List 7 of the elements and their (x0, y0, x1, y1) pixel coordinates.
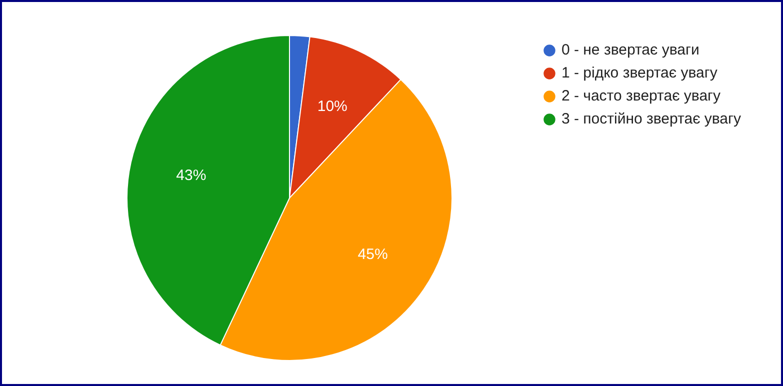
legend-label: 0 - не звертає уваги (561, 42, 700, 59)
legend-label: 1 - рідко звертає увагу (561, 64, 718, 82)
legend-label: 2 - часто звертає увагу (561, 88, 722, 105)
data-label: 10% (317, 98, 348, 115)
data-label: 43% (176, 167, 206, 184)
data-label: 45% (358, 246, 388, 263)
legend-label: 3 - постійно звертає увагу (561, 110, 742, 128)
